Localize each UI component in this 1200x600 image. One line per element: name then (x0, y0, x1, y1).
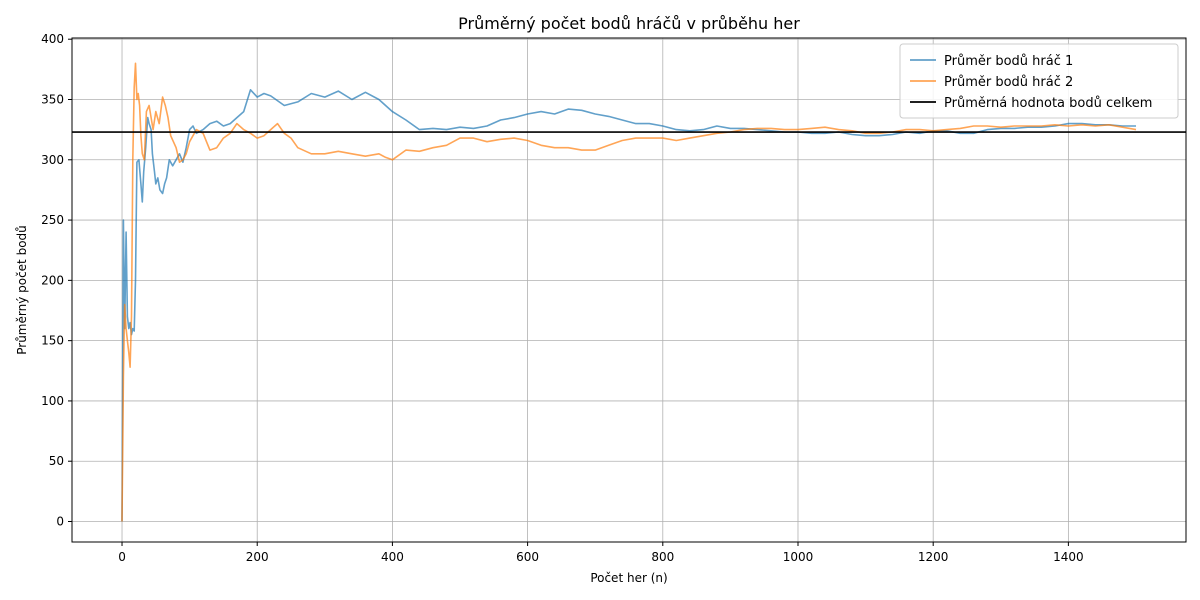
y-tick-label: 350 (41, 92, 64, 106)
legend-label: Průměr bodů hráč 2 (944, 75, 1073, 90)
x-tick-label: 1200 (918, 550, 949, 564)
grid (72, 38, 1186, 542)
legend-label: Průměrná hodnota bodů celkem (944, 96, 1152, 111)
y-tick-label: 50 (49, 454, 64, 468)
y-axis-ticks: 0 50 100 150 200 250 300 350 400 (41, 32, 72, 529)
x-tick-label: 1000 (783, 550, 814, 564)
series-line-1 (121, 89, 1136, 522)
x-axis-label: Počet her (n) (590, 571, 667, 585)
y-tick-label: 100 (41, 394, 64, 408)
plot-lines (72, 62, 1186, 522)
x-tick-label: 200 (246, 550, 269, 564)
x-tick-label: 1400 (1053, 550, 1084, 564)
x-tick-label: 800 (651, 550, 674, 564)
chart-title: Průměrný počet bodů hráčů v průběhu her (458, 14, 800, 33)
y-tick-label: 200 (41, 273, 64, 287)
y-tick-label: 150 (41, 334, 64, 348)
legend-label: Průměr bodů hráč 1 (944, 54, 1073, 69)
x-tick-label: 600 (516, 550, 539, 564)
x-tick-label: 400 (381, 550, 404, 564)
legend: Průměr bodů hráč 1 Průměr bodů hráč 2 Prům… (899, 43, 1179, 119)
legend-box (899, 43, 1179, 119)
x-tick-label: 0 (118, 550, 126, 564)
y-tick-label: 250 (41, 213, 64, 227)
y-tick-label: 0 (56, 515, 64, 529)
x-axis-ticks: 0 200 400 600 800 1000 1200 1400 (118, 542, 1084, 564)
y-axis-label: Průměrný počet bodů (15, 225, 29, 355)
y-tick-label: 300 (41, 153, 64, 167)
y-tick-label: 400 (41, 32, 64, 46)
plot-frame (71, 37, 1187, 543)
